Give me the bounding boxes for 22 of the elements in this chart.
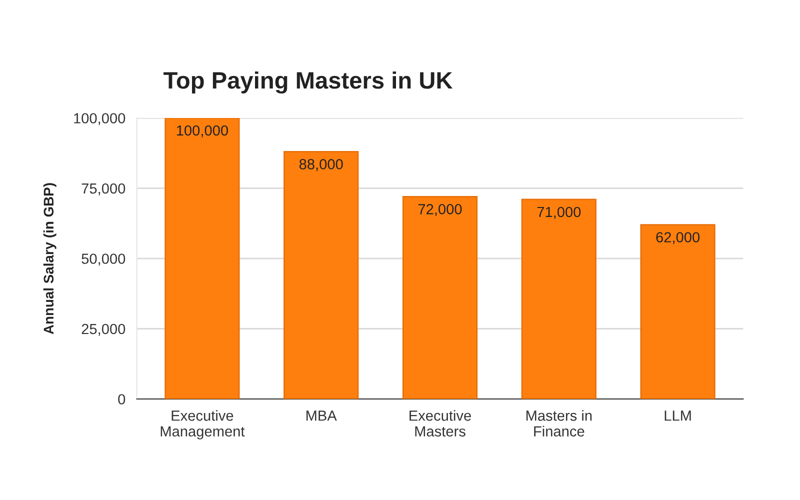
y-tick-label: 25,000 (82, 324, 126, 336)
x-tick-label: Masters in Finance (526, 410, 592, 437)
x-tick-label: MBA (306, 410, 337, 421)
x-tick-label: Executive Management (160, 410, 245, 440)
x-tick-label: LLM (664, 410, 691, 421)
y-tick-label: 50,000 (82, 254, 126, 266)
bar (640, 224, 716, 399)
data-label: 100,000 (176, 125, 228, 138)
y-axis-title: Annual Salary (in GBP) (43, 183, 56, 334)
bar (284, 151, 359, 399)
bar (402, 196, 478, 399)
data-label: 62,000 (656, 232, 700, 244)
data-label: 72,000 (418, 204, 462, 216)
data-label: 88,000 (299, 159, 343, 172)
bar (164, 118, 240, 399)
y-tick-label: 75,000 (82, 183, 126, 196)
data-label: 71,000 (537, 206, 581, 219)
x-tick-label: Executive Masters (410, 410, 471, 437)
bar (521, 198, 596, 399)
chart-title: Top Paying Masters in UK (164, 71, 453, 94)
y-tick-label: 0 (118, 394, 126, 404)
y-tick-label: 100,000 (74, 113, 126, 126)
